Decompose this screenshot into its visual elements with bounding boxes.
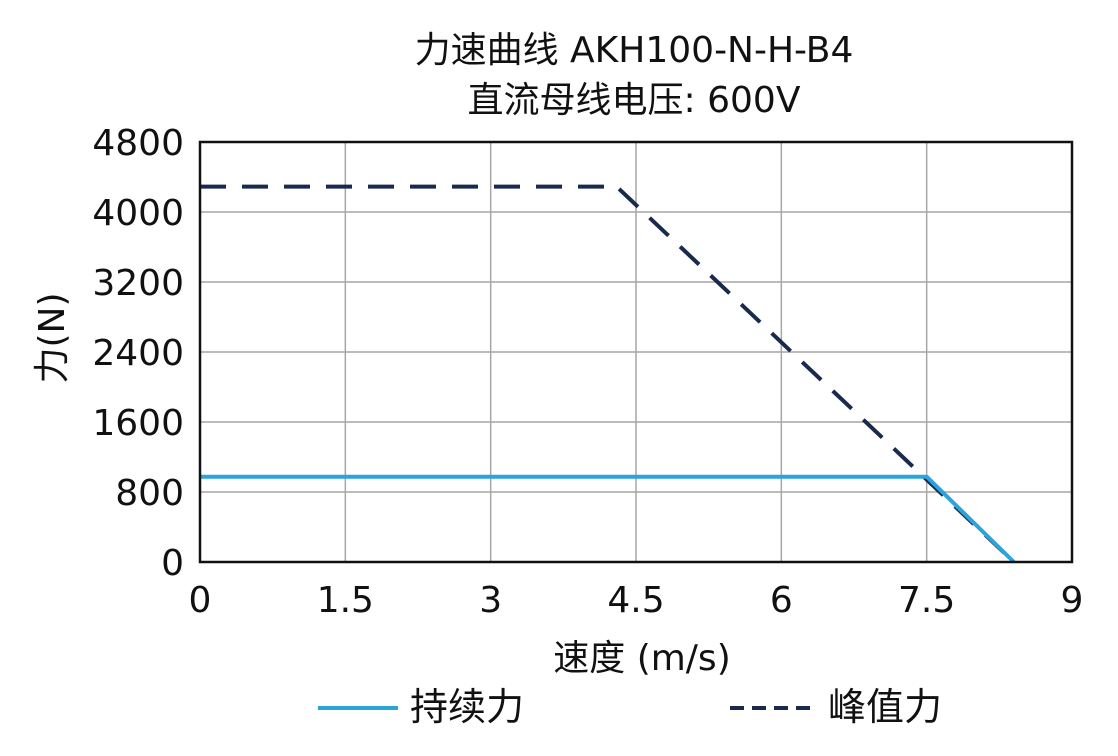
x-tick-label: 4.5 bbox=[607, 580, 664, 621]
grid-lines bbox=[200, 142, 1072, 562]
y-axis-label: 力(N) bbox=[32, 292, 73, 383]
series-layer bbox=[200, 184, 1016, 564]
y-tick-label: 4000 bbox=[92, 193, 184, 234]
x-tick-label: 7.5 bbox=[898, 580, 955, 621]
y-tick-label: 800 bbox=[115, 473, 184, 514]
y-tick-label: 1600 bbox=[92, 403, 184, 444]
legend-label-continuous-force: 持续力 bbox=[410, 685, 524, 729]
x-axis-label: 速度 (m/s) bbox=[553, 638, 731, 679]
plot-frame bbox=[198, 140, 1074, 564]
x-tick-label: 0 bbox=[189, 580, 212, 621]
x-tick-label: 1.5 bbox=[317, 580, 374, 621]
y-tick-label: 4800 bbox=[92, 123, 184, 164]
x-tick-label: 9 bbox=[1061, 580, 1084, 621]
y-tick-label: 0 bbox=[161, 543, 184, 584]
y-tick-label: 3200 bbox=[92, 263, 184, 304]
series-line-continuous-force bbox=[200, 474, 1016, 564]
chart-title: 力速曲线 AKH100-N-H-B4 bbox=[415, 30, 854, 71]
legend-label-peak-force: 峰值力 bbox=[828, 685, 942, 729]
x-tick-label: 3 bbox=[479, 580, 502, 621]
legend: 持续力 峰值力 bbox=[318, 685, 942, 729]
y-tick-label: 2400 bbox=[92, 333, 184, 374]
series-line-peak-force bbox=[200, 184, 1016, 564]
x-tick-label: 6 bbox=[770, 580, 793, 621]
chart-subtitle: 直流母线电压: 600V bbox=[468, 80, 801, 121]
x-axis-ticks: 0 1.5 3 4.5 6 7.5 9 bbox=[189, 580, 1084, 621]
y-axis-ticks: 0 800 1600 2400 3200 4000 4800 bbox=[92, 123, 184, 584]
